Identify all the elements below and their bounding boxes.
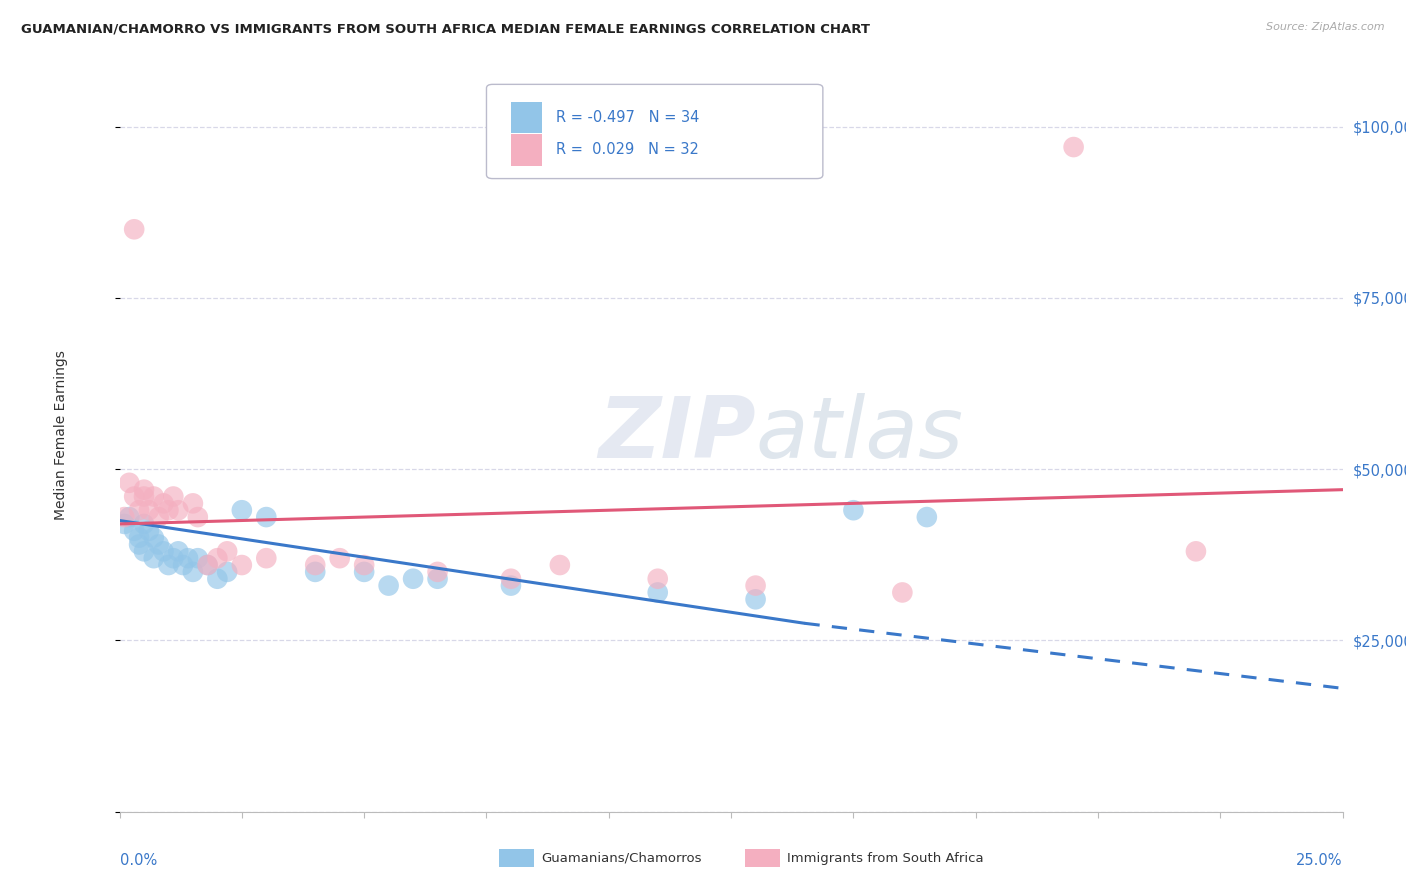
Point xyxy=(426,572,449,586)
Point xyxy=(402,572,425,586)
Point xyxy=(744,579,766,593)
Point xyxy=(207,551,229,566)
Point xyxy=(118,475,141,490)
Point xyxy=(217,544,239,558)
Point xyxy=(132,544,155,558)
Point xyxy=(187,510,209,524)
Point xyxy=(142,531,165,545)
Point xyxy=(231,503,253,517)
Point xyxy=(915,510,938,524)
Text: R = -0.497   N = 34: R = -0.497 N = 34 xyxy=(557,110,700,125)
Text: 25.0%: 25.0% xyxy=(1296,853,1343,868)
Point xyxy=(499,579,522,593)
Point xyxy=(128,537,150,551)
Point xyxy=(172,558,194,572)
Point xyxy=(152,496,174,510)
Point xyxy=(177,551,200,566)
Point xyxy=(217,565,239,579)
Point xyxy=(304,565,326,579)
Point xyxy=(426,565,449,579)
Point xyxy=(842,503,865,517)
Point xyxy=(162,490,184,504)
Point xyxy=(138,524,160,538)
Point xyxy=(112,516,135,531)
Point xyxy=(647,585,669,599)
Point xyxy=(197,558,219,572)
Bar xyxy=(510,102,541,134)
Point xyxy=(122,222,145,236)
Point xyxy=(187,551,209,566)
Text: 0.0%: 0.0% xyxy=(120,853,156,868)
Point xyxy=(207,572,229,586)
Point xyxy=(377,579,399,593)
Point xyxy=(138,503,160,517)
Point xyxy=(152,544,174,558)
Point xyxy=(1185,544,1208,558)
Point xyxy=(181,496,204,510)
Point xyxy=(744,592,766,607)
Point xyxy=(142,551,165,566)
Point xyxy=(353,565,375,579)
Point xyxy=(254,510,277,524)
Point xyxy=(167,503,190,517)
Point xyxy=(157,503,180,517)
Point xyxy=(197,558,219,572)
Point xyxy=(118,510,141,524)
Text: R =  0.029   N = 32: R = 0.029 N = 32 xyxy=(557,143,699,157)
Point xyxy=(231,558,253,572)
Point xyxy=(891,585,914,599)
Point xyxy=(304,558,326,572)
Text: ZIP: ZIP xyxy=(598,393,755,476)
Point xyxy=(112,510,135,524)
Point xyxy=(132,483,155,497)
Point xyxy=(353,558,375,572)
Text: GUAMANIAN/CHAMORRO VS IMMIGRANTS FROM SOUTH AFRICA MEDIAN FEMALE EARNINGS CORREL: GUAMANIAN/CHAMORRO VS IMMIGRANTS FROM SO… xyxy=(21,22,870,36)
Point xyxy=(128,503,150,517)
Point xyxy=(148,510,170,524)
Text: atlas: atlas xyxy=(755,393,963,476)
Point xyxy=(254,551,277,566)
Point xyxy=(162,551,184,566)
Point xyxy=(157,558,180,572)
Point xyxy=(181,565,204,579)
FancyBboxPatch shape xyxy=(486,85,823,178)
Text: Immigrants from South Africa: Immigrants from South Africa xyxy=(787,852,984,864)
Point xyxy=(128,531,150,545)
Point xyxy=(1063,140,1085,154)
Point xyxy=(142,490,165,504)
Text: Median Female Earnings: Median Female Earnings xyxy=(53,350,67,520)
Point xyxy=(647,572,669,586)
Text: Source: ZipAtlas.com: Source: ZipAtlas.com xyxy=(1267,22,1385,32)
Point xyxy=(132,490,155,504)
Point xyxy=(548,558,571,572)
Point xyxy=(167,544,190,558)
Point xyxy=(329,551,352,566)
Point xyxy=(148,537,170,551)
Bar xyxy=(510,134,541,166)
Point xyxy=(122,490,145,504)
Text: Guamanians/Chamorros: Guamanians/Chamorros xyxy=(541,852,702,864)
Point xyxy=(122,524,145,538)
Point xyxy=(499,572,522,586)
Point xyxy=(132,516,155,531)
